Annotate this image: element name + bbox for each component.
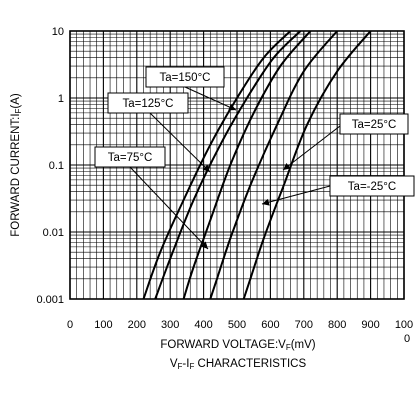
annotation-arrowhead-3 xyxy=(283,162,291,170)
x-tick-label: 100 xyxy=(94,319,112,331)
x-tick-label: 700 xyxy=(295,319,313,331)
x-tick-label: 400 xyxy=(194,319,212,331)
series-label-1: Ta=125°C xyxy=(123,98,174,110)
x-tick-labels: 0 100 200 300 400 500 600 700 800 900 100 0 xyxy=(67,319,413,345)
y-tick-label: 0.01 xyxy=(43,227,64,239)
annotation-box-4 xyxy=(329,175,415,197)
curves xyxy=(142,31,372,299)
x-tick-label: 100 0 xyxy=(395,319,413,345)
x-tick-label: 900 xyxy=(361,319,379,331)
annotation-box-0 xyxy=(145,66,225,88)
x-tick-label: 0 xyxy=(67,319,73,331)
series-label-3: Ta=25°C xyxy=(352,119,397,131)
y-tick-label: 0.1 xyxy=(49,160,64,172)
series-label-4: Ta=-25°C xyxy=(348,181,396,193)
annotation-box-3 xyxy=(339,113,409,135)
y-tick-labels: 0.001 0.01 0.1 1 10 xyxy=(36,26,64,306)
annotation-leader-0 xyxy=(184,86,237,111)
series-line-3 xyxy=(209,31,338,299)
x-tick-label: 200 xyxy=(128,319,146,331)
x-tick-label: 800 xyxy=(328,319,346,331)
series-line-2 xyxy=(182,31,312,299)
annotation-box-2 xyxy=(94,146,166,168)
annotation-leader-2 xyxy=(129,166,209,250)
annotations: Ta=150°C Ta=125°C Ta=75°C Ta=25°C Ta=-25°C xyxy=(94,66,415,250)
annotation-arrowhead-4 xyxy=(262,198,270,206)
x-tick-label: 600 xyxy=(261,319,279,331)
annotation-box-1 xyxy=(107,92,189,114)
y-tick-label: 10 xyxy=(52,26,64,38)
x-axis-title: FORWARD VOLTAGE:VF(mV) xyxy=(160,339,315,352)
y-axis-title: FORWARD CURRENT:IF(A) xyxy=(10,93,23,237)
annotation-leader-1 xyxy=(149,112,211,173)
annotation-arrowhead-1 xyxy=(202,164,210,172)
annotation-arrowhead-0 xyxy=(228,103,236,111)
annotation-leader-4 xyxy=(261,185,331,205)
x-tick-label: 500 xyxy=(228,319,246,331)
series-label-0: Ta=150°C xyxy=(160,72,211,84)
y-tick-label: 0.001 xyxy=(36,294,64,306)
y-tick-label: 1 xyxy=(58,93,64,105)
series-line-1 xyxy=(154,31,302,299)
series-line-0 xyxy=(142,31,292,299)
chart-title: VF-IF CHARACTERISTICS xyxy=(170,358,307,371)
series-label-2: Ta=75°C xyxy=(108,152,153,164)
series-line-4 xyxy=(242,31,372,299)
annotation-arrowhead-2 xyxy=(200,241,208,249)
x-tick-label: 300 xyxy=(161,319,179,331)
annotation-leader-3 xyxy=(282,125,341,171)
plot-frame xyxy=(69,30,405,300)
